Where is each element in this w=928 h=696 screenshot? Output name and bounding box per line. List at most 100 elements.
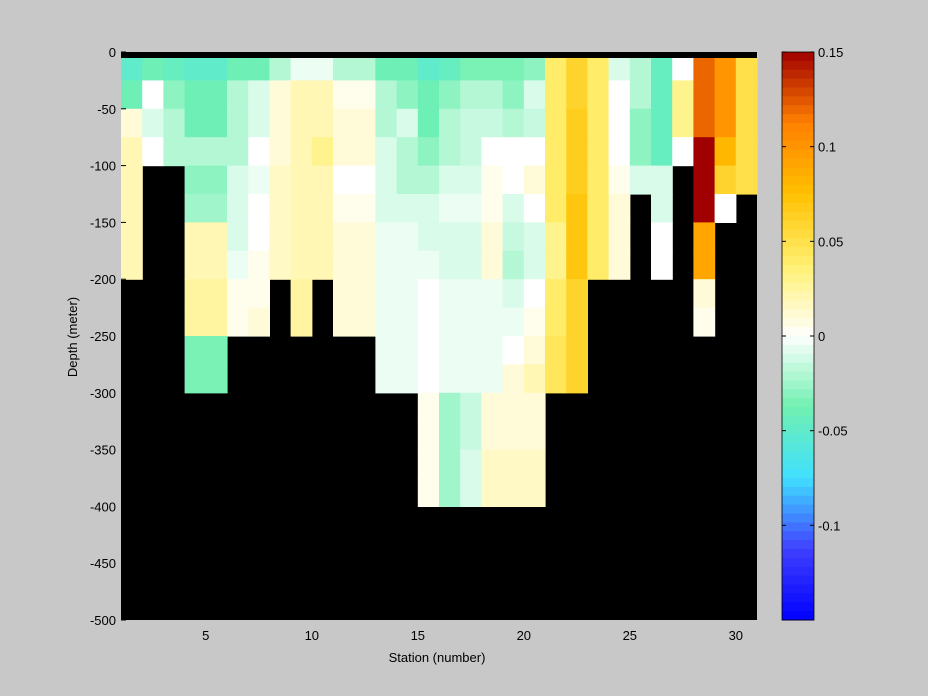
heatmap-cell — [439, 392, 461, 422]
heatmap-cell — [269, 80, 292, 110]
heatmap-cell — [184, 80, 207, 110]
colorbar-segment — [782, 327, 814, 337]
heatmap-cell — [290, 279, 313, 309]
colorbar-segment — [782, 140, 814, 151]
heatmap-cell — [375, 80, 398, 110]
colorbar-segment — [782, 389, 814, 399]
heatmap-cell — [439, 222, 461, 252]
colorbar-segment — [782, 176, 814, 186]
colorbar-segment — [782, 531, 814, 541]
heatmap-cell — [248, 307, 270, 337]
heatmap-cell — [248, 279, 270, 309]
heatmap-cell — [248, 80, 270, 110]
heatmap-cell — [269, 52, 292, 81]
heatmap-cell — [502, 137, 525, 167]
colorbar-tick-label: -0.05 — [818, 424, 848, 439]
heatmap-cell — [269, 137, 292, 167]
heatmap-cell — [629, 108, 652, 138]
heatmap-cell — [481, 478, 504, 507]
heatmap-cell — [205, 137, 228, 167]
colorbar-segment — [782, 229, 814, 239]
heatmap-cell — [545, 80, 567, 110]
heatmap-cell — [523, 392, 546, 422]
colorbar-segment — [782, 114, 814, 124]
heatmap-cell — [354, 222, 376, 252]
heatmap-cell — [672, 80, 694, 110]
heatmap-cell — [121, 165, 143, 195]
colorbar-segment — [782, 238, 814, 248]
heatmap-cell — [651, 52, 673, 81]
colorbar-segment — [782, 584, 814, 594]
heatmap-cell — [460, 165, 482, 195]
heatmap-cell — [205, 336, 228, 365]
heatmap-cell — [460, 194, 482, 223]
heatmap-cell — [714, 137, 737, 167]
colorbar-segment — [782, 336, 814, 346]
heatmap-cell — [290, 80, 313, 110]
heatmap-cell — [417, 137, 440, 167]
heatmap-cell — [205, 194, 228, 223]
heatmap-cell — [417, 194, 440, 223]
colorbar-segment — [782, 52, 814, 62]
heatmap-cell — [672, 52, 694, 81]
heatmap-cell — [566, 80, 588, 110]
colorbar-segment — [782, 69, 814, 80]
heatmap-cell — [460, 137, 482, 167]
colorbar-tick-label: 0.1 — [818, 140, 836, 155]
heatmap-cell — [566, 279, 588, 309]
heatmap-cell — [502, 336, 525, 365]
heatmap-cell — [651, 137, 673, 167]
heatmap-cell — [184, 279, 207, 309]
colorbar-segment — [782, 522, 814, 532]
heatmap-cell — [481, 449, 504, 479]
colorbar: 0.15 0.1 0.05 0 -0.05 -0.1 — [781, 45, 848, 621]
heatmap-cell — [333, 307, 355, 337]
heatmap-cell — [311, 137, 334, 167]
heatmap-cell — [460, 364, 482, 394]
heatmap-cell — [375, 194, 398, 223]
heatmap-cell — [417, 307, 440, 337]
heatmap-cell — [205, 165, 228, 195]
x-tick-label: 30 — [729, 628, 743, 643]
colorbar-segment — [782, 344, 814, 355]
heatmap-cell — [439, 108, 461, 138]
heatmap-cell — [481, 336, 504, 365]
heatmap-cell — [227, 108, 249, 138]
heatmap-cell — [163, 108, 186, 138]
colorbar-segment — [782, 557, 814, 568]
y-tick-label: -350 — [90, 443, 116, 458]
heatmap-cell — [333, 108, 355, 138]
heatmap-cell — [460, 336, 482, 365]
colorbar-segment — [782, 504, 814, 515]
heatmap-cell — [354, 307, 376, 337]
heatmap-cell — [545, 194, 567, 223]
heatmap-cell — [460, 449, 482, 479]
y-tick-label: -100 — [90, 159, 116, 174]
heatmap-cell — [311, 250, 334, 280]
heatmap-cell — [142, 52, 164, 81]
heatmap-cell — [417, 392, 440, 422]
heatmap-cell — [184, 222, 207, 252]
heatmap-cell — [205, 108, 228, 138]
colorbar-segment — [782, 282, 814, 293]
x-axis: 5 10 15 20 25 30 — [202, 615, 743, 643]
heatmap-cell — [523, 449, 546, 479]
heatmap-cell — [248, 108, 270, 138]
y-tick-label: -50 — [97, 102, 116, 117]
heatmap-cell — [248, 194, 270, 223]
heatmap-cell — [523, 336, 546, 365]
heatmap-cell — [502, 80, 525, 110]
colorbar-segment — [782, 185, 814, 195]
colorbar-segment — [782, 486, 814, 497]
heatmap-cell — [333, 52, 355, 81]
heatmap-cell — [545, 307, 567, 337]
heatmap-cell — [545, 52, 567, 81]
heatmap-cell — [587, 52, 610, 81]
heatmap-cell — [290, 194, 313, 223]
heatmap-cell — [375, 336, 398, 365]
heatmap-cell — [735, 80, 758, 110]
heatmap-cell — [417, 222, 440, 252]
heatmap-cell — [523, 222, 546, 252]
colorbar-segment — [782, 256, 814, 266]
heatmap-cell — [439, 307, 461, 337]
